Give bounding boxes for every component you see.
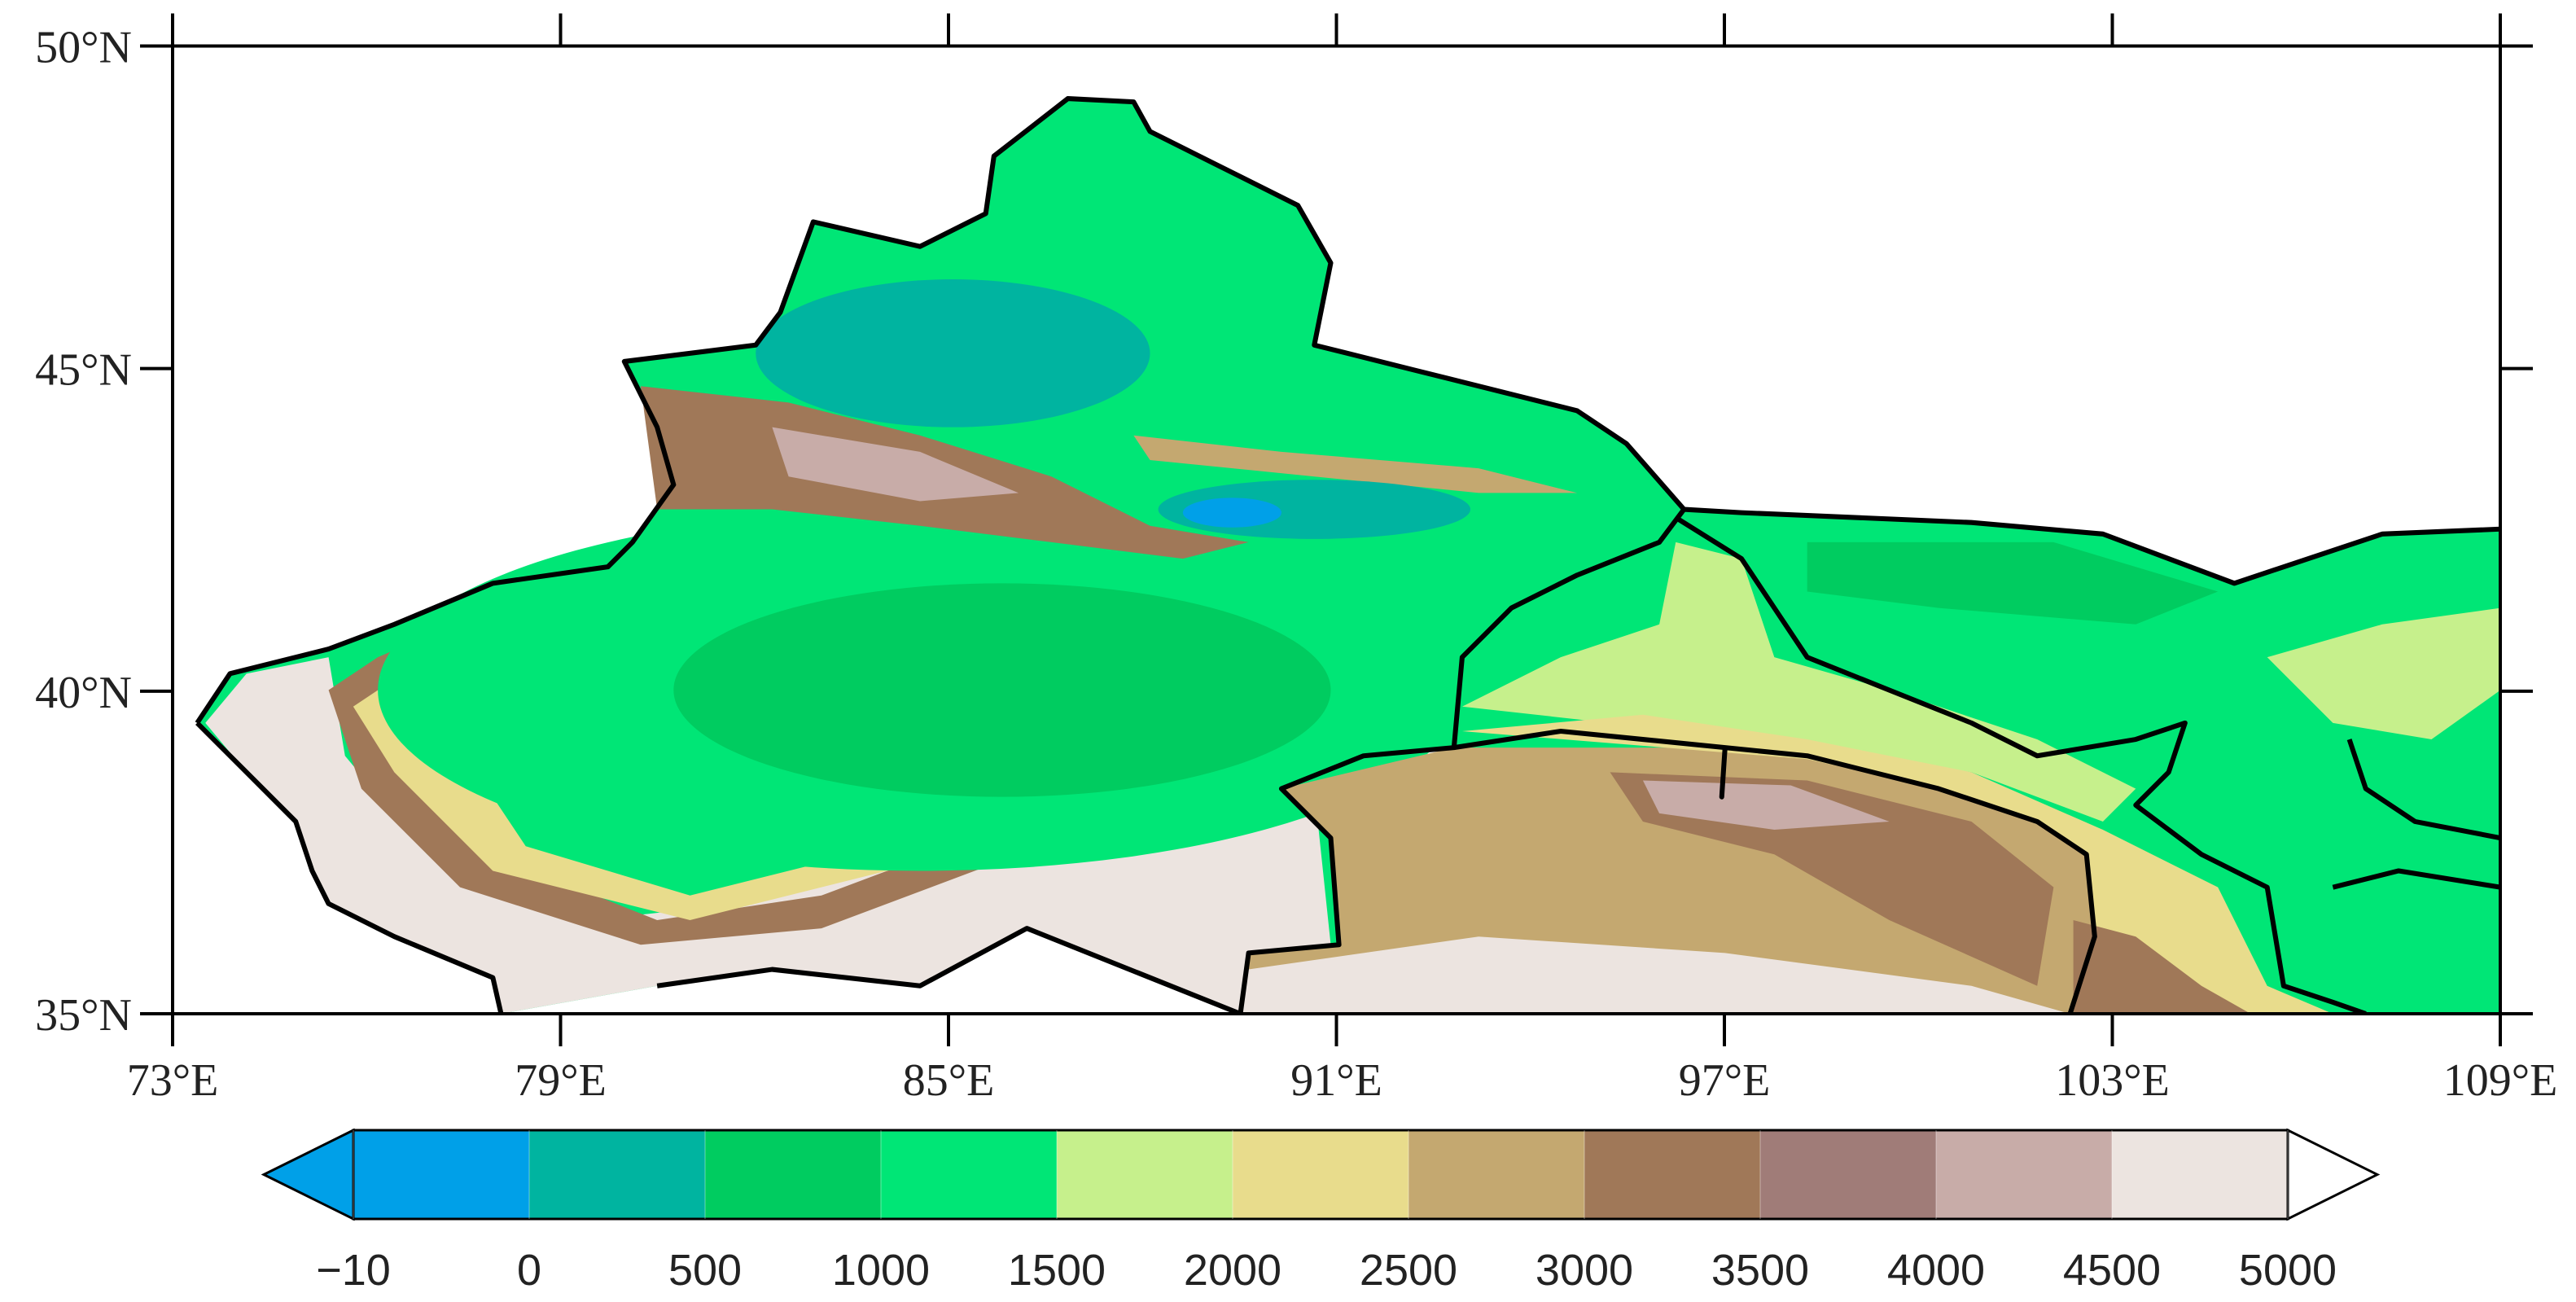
x-tick-label: 109°E [2443,1055,2558,1106]
x-tick-label: 79°E [515,1055,607,1106]
tianshan-east [1133,435,1578,493]
colorbar-label: 2000 [1184,1246,1281,1295]
colorbar-label: 1000 [832,1246,930,1295]
colorbar-under [261,1128,355,1221]
colorbar: −10 0 500 1000 1500 2000 2500 3000 3500 4000 4500 5… [261,1128,2381,1295]
colorbar-label: 5000 [2239,1246,2337,1295]
y-tick-label: 35°N [35,990,132,1041]
hexi-corridor [1461,541,2136,822]
y-tick-label: 50°N [35,23,132,73]
colorbar-segment [1233,1130,1408,1219]
colorbar-segment [1584,1130,1760,1219]
qinghai-peaks [1642,780,1890,831]
east-high [2073,920,2251,1015]
colorbar-segment [353,1130,529,1219]
tianshan-peaks [772,427,1019,502]
colorbar-segment [881,1130,1057,1219]
province-borders [195,96,2501,1015]
elevation-map [195,96,2501,1015]
x-tick-label: 73°E [127,1055,219,1106]
turpan-low [1182,498,1281,528]
colorbar-segment [1936,1130,2112,1219]
east-low [1807,541,2219,625]
colorbar-label: 4000 [1887,1246,1985,1295]
tarim-basin-low [673,583,1331,797]
colorbar-label: −10 [316,1246,391,1295]
qinghai-high [1240,936,2070,1015]
x-tick-label: 85°E [903,1055,995,1106]
qinghai-ridge [1610,772,2054,986]
colorbar-segment [2112,1130,2288,1219]
dzungar-basin [756,279,1150,427]
colorbar-label: 3500 [1711,1246,1809,1295]
x-tick-label: 103°E [2055,1055,2170,1106]
east-plateau [2267,607,2501,740]
y-tick-label: 45°N [35,345,132,396]
colorbar-label: 3000 [1536,1246,1633,1295]
colorbar-segment [1760,1130,1936,1219]
colorbar-label: 2500 [1360,1246,1457,1295]
colorbar-label: 0 [517,1246,541,1295]
colorbar-over [2286,1128,2381,1221]
x-tick-label: 97°E [1679,1055,1771,1106]
colorbar-label: 1500 [1008,1246,1106,1295]
colorbar-frame [352,1129,2289,1221]
y-tick-label: 40°N [35,668,132,718]
colorbar-segment [705,1130,881,1219]
mountain-south [205,657,1331,1015]
colorbar-label: 500 [668,1246,742,1295]
colorbar-label: 4500 [2063,1246,2161,1295]
colorbar-segment [1057,1130,1233,1219]
colorbar-segment [529,1130,705,1219]
x-tick-label: 91°E [1290,1055,1382,1106]
colorbar-segment [1408,1130,1584,1219]
axes: 73°E 79°E 85°E 91°E 97°E 103°E 109°E 35°N 40°N 45… [35,13,2558,1106]
